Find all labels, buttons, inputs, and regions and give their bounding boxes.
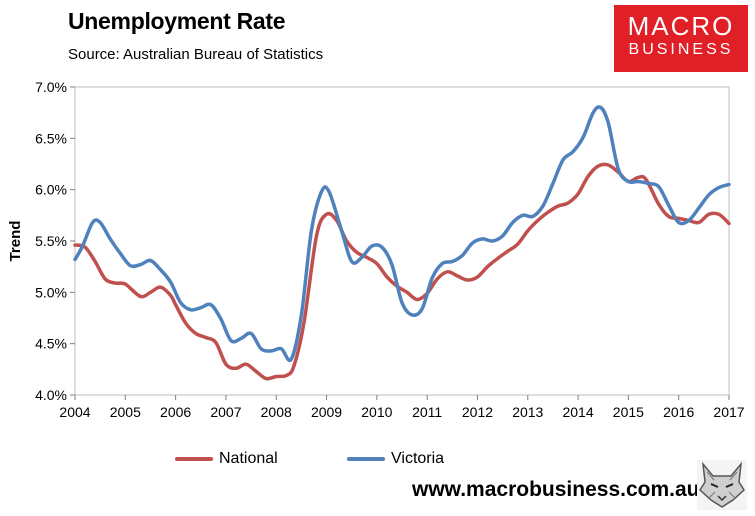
- y-tick-label: 5.0%: [35, 284, 67, 300]
- x-axis: 2004 2005 2006 2007 2008 2009 2010 2011 2012 2013…: [59, 395, 745, 420]
- legend-swatch-national: [175, 457, 213, 461]
- x-tick-label: 2014: [562, 404, 593, 420]
- x-tick-label: 2017: [713, 404, 744, 420]
- x-tick-label: 2013: [512, 404, 543, 420]
- x-tick-label: 2015: [613, 404, 644, 420]
- x-tick-label: 2009: [311, 404, 342, 420]
- legend-swatch-victoria: [347, 457, 385, 461]
- x-tick-label: 2007: [210, 404, 241, 420]
- x-tick-label: 2008: [261, 404, 292, 420]
- y-tick-label: 4.0%: [35, 387, 67, 403]
- legend-item-victoria: Victoria: [347, 450, 444, 468]
- x-tick-label: 2010: [361, 404, 392, 420]
- series-line-victoria: [73, 105, 731, 363]
- x-tick-label: 2011: [412, 404, 442, 420]
- legend-item-national: National: [175, 450, 278, 468]
- series-group: [73, 105, 731, 381]
- chart-subtitle: Source: Australian Bureau of Statistics: [68, 46, 324, 63]
- chart-title: Unemployment Rate: [68, 8, 286, 34]
- y-axis-label: Trend: [7, 221, 24, 262]
- legend-label-victoria: Victoria: [391, 450, 445, 467]
- logo-line-business: BUSINESS: [628, 41, 734, 58]
- x-tick-label: 2004: [59, 404, 90, 420]
- x-tick-label: 2005: [110, 404, 141, 420]
- y-tick-label: 5.5%: [35, 233, 67, 249]
- wolf-emblem-icon: [697, 460, 747, 510]
- x-tick-label: 2006: [160, 404, 191, 420]
- legend-label-national: National: [219, 450, 278, 467]
- y-tick-label: 4.5%: [35, 336, 67, 352]
- y-axis: 4.0% 4.5% 5.0% 5.5% 6.0% 6.5% 7.0%: [35, 79, 75, 403]
- macrobusiness-logo[interactable]: MACRO BUSINESS: [614, 5, 748, 72]
- series-line-national: [73, 162, 731, 381]
- logo-line-macro: MACRO: [627, 11, 735, 41]
- y-tick-label: 6.5%: [35, 130, 67, 146]
- y-tick-label: 7.0%: [35, 79, 67, 95]
- x-tick-label: 2012: [462, 404, 493, 420]
- y-tick-label: 6.0%: [35, 182, 67, 198]
- website-url[interactable]: www.macrobusiness.com.au: [412, 478, 700, 501]
- plot-area: [74, 86, 730, 396]
- x-tick-label: 2016: [663, 404, 694, 420]
- plot-border: [74, 86, 730, 396]
